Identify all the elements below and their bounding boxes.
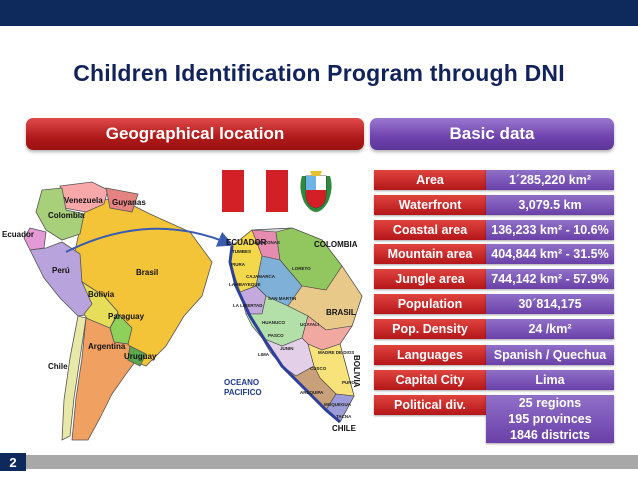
south-america-map [23,181,213,441]
peru-map-label-chile: CHILE [332,424,356,433]
peru-region-label-huanuco: HUANUCO [262,320,285,325]
map-label-colombia: Colombia [48,211,85,220]
map-label-argentina: Argentina [88,342,126,351]
peru-region-label-tumbes: TUMBES [232,249,251,254]
row-label-area: Area [374,170,486,190]
peru-region-label-ucayali: UCAYALI [300,322,320,327]
map-region-chile [61,315,87,441]
top-bar [0,0,638,26]
peru-region-label-piura: PIURA [231,262,246,267]
political-districts: 1846 districts [510,428,590,442]
row-label-capital-city: Capital City [374,370,486,390]
geographical-location-header: Geographical location [26,118,364,150]
row-value-area: 1´285,220 km² [486,170,614,190]
map-label-bolivia: Bolivia [88,290,115,299]
peru-region-label-cusco: CUSCO [310,366,327,371]
row-label-languages: Languages [374,345,486,365]
row-label-population: Population [374,294,486,314]
row-value-population: 30´814,175 [486,294,614,314]
row-value-capital-city: Lima [486,370,614,390]
row-label-political-div: Political div. [374,395,486,415]
row-value-jungle-area: 744,142 km² - 57.9% [486,269,614,289]
peru-region-label-puno: PUNO [342,380,356,385]
map-region-uruguay [127,345,147,367]
peru-map-label-ecuador: ECUADOR [226,238,267,247]
peru-region-label-amazonas: AMAZONAS [254,240,280,245]
peru-map-label-bolivia: BOLIVIA [352,355,361,388]
bottom-bar [0,455,638,469]
row-value-waterfront: 3,079.5 km [486,195,614,215]
map-label-uruguay: Uruguay [124,352,157,361]
zoom-arrow [65,227,234,253]
peru-region-label-junin: JUNIN [280,346,294,351]
map-region-guyanas [105,187,139,213]
peru-region-label-cajamarca: CAJAMARCA [246,274,275,279]
map-label-chile: Chile [48,362,68,371]
map-label-peru: Perú [52,266,70,275]
coat-of-arms-icon [300,171,332,212]
map-label-ecuador: Ecuador [2,230,35,239]
row-label-mountain-area: Mountain area [374,244,486,264]
map-label-venezuela: Venezuela [64,196,103,205]
row-value-pop-density: 24 /km² [486,319,614,339]
peru-region-label-arequipa: AREQUIPA [300,390,324,395]
peru-region-label-lima: LIMA [258,352,269,357]
peru-region-label-moquegua: MOQUEGUA [324,402,351,407]
row-value-mountain-area: 404,844 km² - 31.5% [486,244,614,264]
row-value-languages: Spanish / Quechua [486,345,614,365]
row-value-political-div: 25 regions 195 provinces 1846 districts [486,395,614,443]
peru-region-label-madre-de-dios: MADRE DE DIOS [318,350,355,355]
page-number: 2 [0,453,26,471]
peru-flag-icon [222,170,288,212]
political-regions: 25 regions [518,396,582,410]
peru-region-label-la-libertad: LA LIBERTAD [233,303,263,308]
peru-map-label-ocean-1: OCEANO [224,378,260,387]
peru-coastline [228,245,341,424]
peru-region-label-loreto: LORETO [292,266,311,271]
map-label-guyanas: Guyanas [112,198,146,207]
political-provinces: 195 provinces [508,412,592,426]
row-label-jungle-area: Jungle area [374,269,486,289]
row-label-coastal-area: Coastal area [374,220,486,240]
map-label-paraguay: Paraguay [108,312,145,321]
map-region-argentina [71,317,139,441]
peru-map-label-brasil: BRASIL [326,308,356,317]
peru-region-label-pasco: PASCO [268,333,284,338]
basic-data-header: Basic data [370,118,614,150]
peru-detail-map [228,227,363,424]
peru-region-label-tacna: TACNA [336,414,352,419]
page-title: Children Identification Program through … [73,60,565,86]
peru-map-label-colombia: COLOMBIA [314,240,358,249]
map-region-colombia [35,187,85,241]
row-label-waterfront: Waterfront [374,195,486,215]
peru-region-label-lambayeque: LAMBAYEQUE [229,282,261,287]
row-value-coastal-area: 136,233 km² - 10.6% [486,220,614,240]
map-label-brasil: Brasil [136,268,159,277]
peru-region-label-san-martin: SAN MARTIN [268,296,297,301]
peru-map-label-ocean-2: PACIFICO [224,388,262,397]
row-label-pop-density: Pop. Density [374,319,486,339]
